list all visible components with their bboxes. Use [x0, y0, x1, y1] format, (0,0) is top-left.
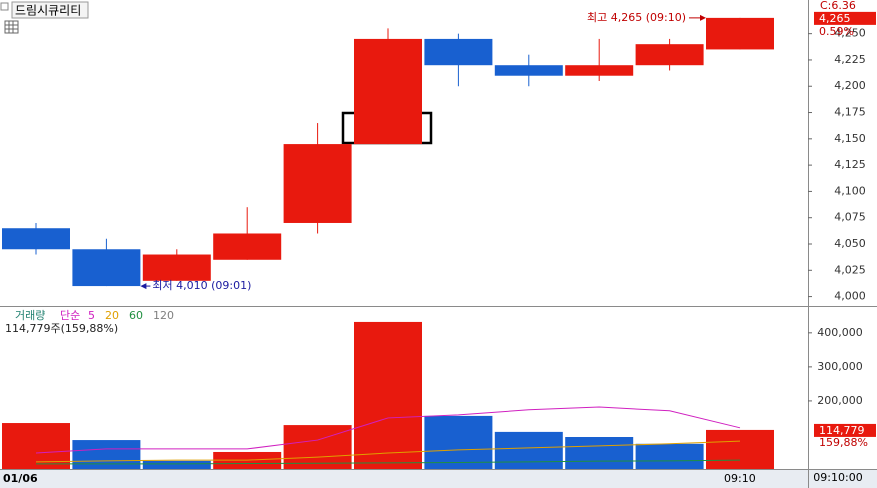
- volume-bar: [2, 423, 70, 469]
- volume-bar: [72, 440, 141, 469]
- volume-bar: [142, 460, 211, 469]
- y-tick-label: 300,000: [817, 360, 863, 373]
- last-volume: 114,779: [819, 424, 865, 437]
- annotation: 최고 4,265 (09:10): [587, 11, 686, 24]
- y-tick-label: 200,000: [817, 394, 863, 407]
- cursor-time: 09:10:00: [813, 471, 862, 484]
- x-tick-label: 01/06: [3, 472, 38, 485]
- change-label: 0.59%: [819, 25, 854, 38]
- arrow-head: [700, 14, 706, 21]
- last-price: 4,265: [819, 12, 851, 25]
- y-tick-label: 4,100: [834, 184, 866, 197]
- y-tick-label: 4,025: [834, 263, 866, 276]
- y-tick-label: 4,000: [834, 290, 866, 303]
- stock-icon[interactable]: [0, 2, 9, 11]
- legend-label: 20: [105, 309, 119, 322]
- volume-bar: [354, 321, 422, 469]
- volume-bar: [635, 443, 704, 469]
- candle-body: [706, 17, 774, 50]
- y-tick-label: 4,125: [834, 158, 866, 171]
- candle-body: [494, 65, 563, 76]
- volume-bar: [565, 437, 634, 469]
- arrow-head: [140, 283, 147, 290]
- volume-title: 거래량: [15, 309, 45, 322]
- candle-body: [283, 144, 352, 223]
- volume-info: 114,779주(159,88%): [5, 322, 118, 335]
- time-axis-bg: [0, 470, 877, 488]
- candle-body: [354, 38, 422, 145]
- legend-label: 120: [153, 309, 174, 322]
- legend-label: 60: [129, 309, 143, 322]
- stock-name-box[interactable]: [11, 1, 89, 19]
- y-tick-label: 4,200: [834, 79, 866, 92]
- table-icon-grid: [5, 21, 18, 33]
- ma-line: [36, 459, 741, 465]
- last-price-box: [814, 11, 876, 25]
- volume-bar: [283, 425, 352, 469]
- annotation: 최저 4,010 (09:01): [152, 279, 251, 292]
- candle-body: [565, 65, 634, 76]
- candle-body: [2, 228, 70, 250]
- ma-line: [35, 440, 741, 463]
- y-tick-label: 4,050: [834, 237, 866, 250]
- stock-name[interactable]: 드림시큐리티: [15, 4, 81, 18]
- candle-body: [142, 254, 211, 281]
- volume-bar: [706, 429, 774, 469]
- candle-body: [72, 249, 141, 287]
- legend-label: 5: [88, 309, 95, 322]
- y-tick-label: 4,150: [834, 132, 866, 145]
- ma-line: [35, 406, 741, 454]
- y-tick-label: 4,225: [834, 53, 866, 66]
- candle-body: [424, 38, 493, 66]
- y-tick-label: 4,175: [834, 106, 866, 119]
- x-tick-label: 09:10: [724, 472, 756, 485]
- candle-body: [213, 233, 282, 260]
- table-icon[interactable]: [4, 20, 19, 34]
- volume-ratio: 159,88%: [819, 436, 868, 449]
- volume-bar: [494, 431, 563, 469]
- y-tick-label: 400,000: [817, 326, 863, 339]
- ma-type: 단순: [60, 309, 80, 322]
- y-tick-label: 4,250: [834, 27, 866, 40]
- last-volume-box: [814, 423, 876, 437]
- header-label: C:6.36: [820, 0, 856, 12]
- candle-body: [635, 44, 704, 66]
- y-tick-label: 4,075: [834, 211, 866, 224]
- volume-bar: [424, 415, 493, 469]
